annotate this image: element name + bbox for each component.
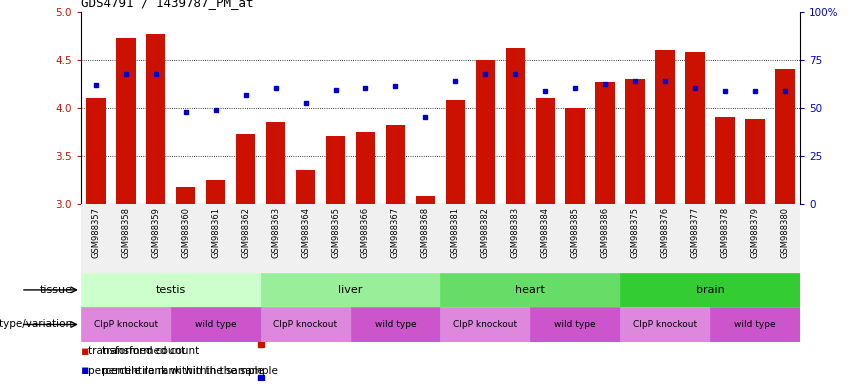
Text: GSM988364: GSM988364 <box>301 207 310 258</box>
Text: ▪: ▪ <box>81 345 89 358</box>
Bar <box>620 307 710 342</box>
Text: GSM988378: GSM988378 <box>721 207 729 258</box>
Text: ClpP knockout: ClpP knockout <box>454 320 517 329</box>
Text: GSM988383: GSM988383 <box>511 207 520 258</box>
Text: testis: testis <box>156 285 186 295</box>
Bar <box>775 69 795 204</box>
Bar <box>415 196 435 204</box>
Bar <box>81 273 260 307</box>
Bar <box>596 82 615 204</box>
Bar <box>171 307 260 342</box>
Text: ClpP knockout: ClpP knockout <box>273 320 338 329</box>
Text: GSM988386: GSM988386 <box>601 207 609 258</box>
Bar <box>351 307 440 342</box>
Text: GSM988362: GSM988362 <box>241 207 250 258</box>
Text: wild type: wild type <box>734 320 776 329</box>
Text: GSM988385: GSM988385 <box>571 207 580 258</box>
Bar <box>116 38 135 204</box>
Text: liver: liver <box>339 285 363 295</box>
Text: wild type: wild type <box>374 320 416 329</box>
Bar <box>440 307 530 342</box>
Bar <box>655 50 675 204</box>
Bar <box>530 307 620 342</box>
Bar <box>206 180 226 204</box>
Text: GSM988359: GSM988359 <box>151 207 160 258</box>
Text: GSM988358: GSM988358 <box>122 207 130 258</box>
Text: GSM988366: GSM988366 <box>361 207 370 258</box>
Bar <box>266 122 285 204</box>
Text: ClpP knockout: ClpP knockout <box>633 320 697 329</box>
Text: wild type: wild type <box>195 320 237 329</box>
Text: ClpP knockout: ClpP knockout <box>94 320 157 329</box>
Text: GSM988363: GSM988363 <box>271 207 280 258</box>
Text: transformed count: transformed count <box>88 346 186 356</box>
Bar <box>296 170 316 204</box>
Bar <box>620 273 800 307</box>
Text: GSM988368: GSM988368 <box>421 207 430 258</box>
Text: ▪: ▪ <box>81 364 89 377</box>
Bar <box>356 131 375 204</box>
Bar <box>745 119 765 204</box>
Text: GSM988384: GSM988384 <box>540 207 550 258</box>
Bar <box>710 307 800 342</box>
Bar <box>260 307 351 342</box>
Text: brain: brain <box>695 285 724 295</box>
Text: GSM988367: GSM988367 <box>391 207 400 258</box>
Bar <box>446 100 465 204</box>
Text: GSM988379: GSM988379 <box>751 207 759 258</box>
Text: percentile rank within the sample: percentile rank within the sample <box>88 366 264 376</box>
Text: GSM988357: GSM988357 <box>91 207 100 258</box>
Bar <box>326 136 346 204</box>
Text: tissue: tissue <box>39 285 72 295</box>
Text: transformed count: transformed count <box>102 346 199 356</box>
Text: GDS4791 / 1439787_PM_at: GDS4791 / 1439787_PM_at <box>81 0 254 9</box>
Bar <box>146 34 165 204</box>
Text: heart: heart <box>516 285 545 295</box>
Text: GSM988365: GSM988365 <box>331 207 340 258</box>
Bar <box>81 307 171 342</box>
Text: GSM988382: GSM988382 <box>481 207 490 258</box>
Text: GSM988380: GSM988380 <box>780 207 790 258</box>
Bar <box>505 48 525 204</box>
Bar <box>236 134 255 204</box>
Text: GSM988381: GSM988381 <box>451 207 460 258</box>
Text: GSM988360: GSM988360 <box>181 207 191 258</box>
Bar <box>565 108 585 204</box>
Bar <box>386 125 405 204</box>
Bar <box>440 273 620 307</box>
Bar <box>685 52 705 204</box>
Text: GSM988361: GSM988361 <box>211 207 220 258</box>
Text: GSM988376: GSM988376 <box>660 207 670 258</box>
Text: percentile rank within the sample: percentile rank within the sample <box>102 366 278 376</box>
Text: genotype/variation: genotype/variation <box>0 319 72 329</box>
Bar <box>86 98 106 204</box>
Bar <box>260 273 440 307</box>
Bar <box>625 79 645 204</box>
Text: GSM988375: GSM988375 <box>631 207 640 258</box>
Text: GSM988377: GSM988377 <box>690 207 700 258</box>
Bar <box>716 117 734 204</box>
Bar <box>176 187 196 204</box>
Bar <box>535 98 555 204</box>
Bar <box>476 60 495 204</box>
Text: wild type: wild type <box>554 320 596 329</box>
